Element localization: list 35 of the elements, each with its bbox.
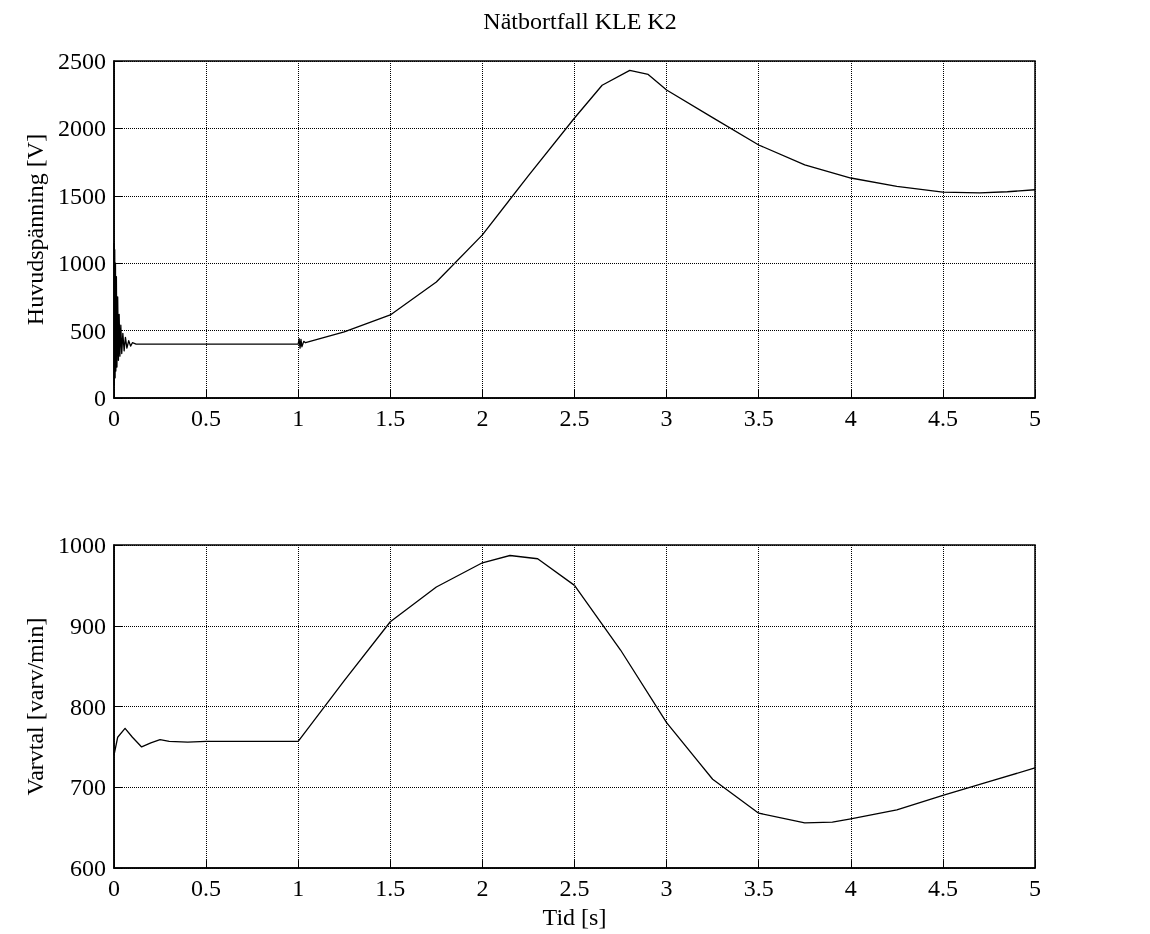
y-tick-label: 1000 — [58, 532, 106, 558]
y-axis-title: Varvtal [varv/min] — [22, 617, 49, 796]
y-tick-label: 500 — [70, 317, 106, 344]
x-tick-label: 2 — [476, 405, 489, 431]
y-axis-title: Huvudspänning [V] — [22, 133, 49, 326]
y-tick-label: 700 — [70, 774, 106, 801]
x-tick-label: 1 — [292, 875, 305, 902]
x-tick-label: 4.5 — [927, 405, 958, 431]
x-tick-label: 2 — [476, 875, 489, 902]
x-tick-label: 0.5 — [191, 875, 222, 902]
y-tick-label: 2500 — [58, 48, 106, 74]
x-tick-label: 0.5 — [191, 405, 222, 431]
x-tick-label: 4 — [844, 875, 857, 902]
x-axis-title: Tid [s] — [542, 904, 607, 930]
x-tick-label: 5 — [1029, 405, 1041, 431]
chart-title: Nätbortfall KLE K2 — [483, 8, 677, 34]
x-tick-label: 1.5 — [375, 405, 406, 431]
x-tick-label: 3 — [660, 405, 673, 431]
x-tick-label: 5 — [1029, 875, 1041, 902]
x-tick-label: 1 — [292, 405, 305, 431]
x-tick-label: 1.5 — [375, 875, 406, 902]
x-tick-label: 2.5 — [559, 875, 590, 902]
x-tick-label: 2.5 — [559, 405, 590, 431]
y-tick-label: 900 — [70, 612, 106, 639]
x-tick-label: 4 — [844, 405, 857, 431]
x-tick-label: 3.5 — [743, 875, 774, 902]
x-tick-label: 3.5 — [743, 405, 774, 431]
y-tick-label: 1000 — [58, 250, 106, 277]
y-tick-label: 1500 — [58, 182, 106, 209]
y-tick-label: 0 — [94, 385, 106, 411]
x-tick-label: 4.5 — [927, 875, 958, 902]
x-tick-label: 3 — [660, 875, 673, 902]
y-tick-label: 800 — [70, 693, 106, 720]
y-tick-label: 2000 — [58, 115, 106, 142]
y-tick-label: 600 — [70, 855, 106, 882]
